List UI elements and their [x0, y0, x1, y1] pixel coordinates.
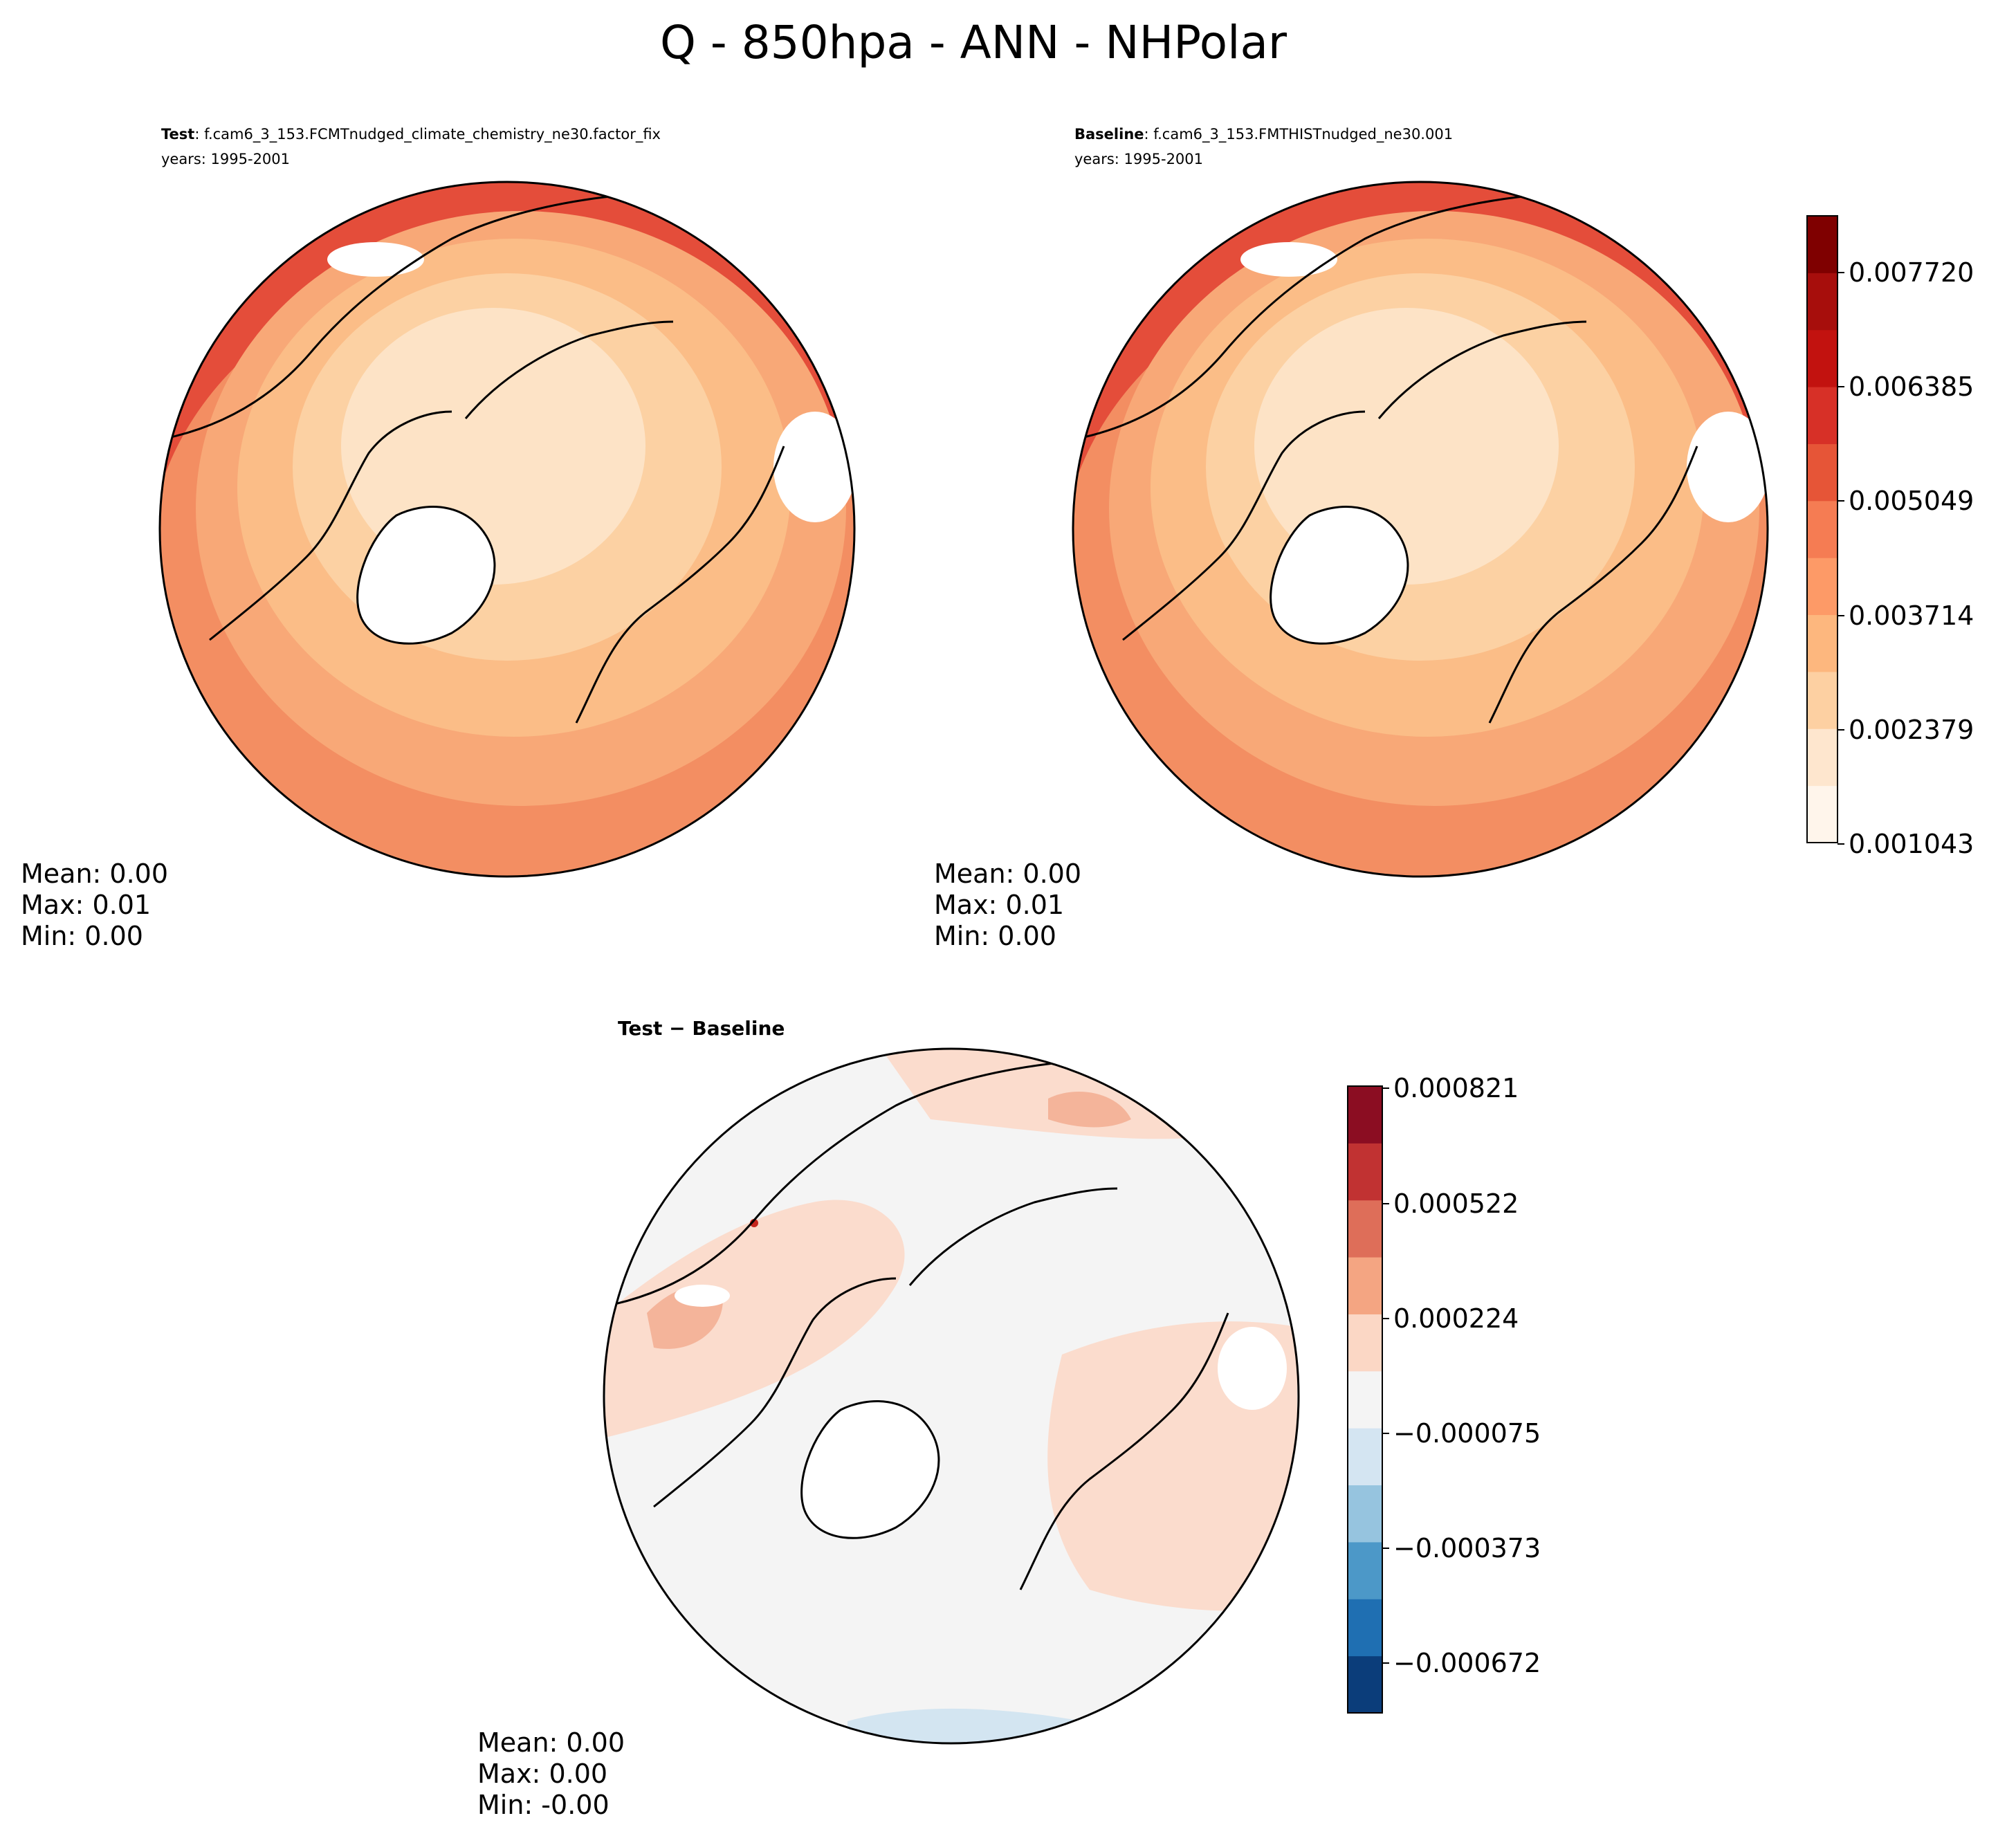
test-min: Min: 0.00 — [21, 921, 143, 951]
coastline-arctic — [908, 1187, 1118, 1286]
baseline-map — [1073, 182, 1768, 876]
coastline-north-america — [209, 410, 452, 641]
test-mean: Mean: 0.00 — [21, 859, 168, 889]
colorbar-tick-label: 0.000224 — [1393, 1303, 1519, 1334]
baseline-label-rest: : f.cam6_3_153.FMTHISTnudged_ne30.001 — [1144, 126, 1454, 143]
test-years: years: 1995-2001 — [161, 151, 290, 167]
colorbar-block — [1348, 1599, 1382, 1657]
colorbar-block — [1807, 329, 1838, 387]
diff-level-peak — [750, 1219, 758, 1227]
diff-level-negative — [847, 1708, 1117, 1743]
colorbar-tick-label: 0.000821 — [1393, 1073, 1519, 1103]
missing-data-patch — [327, 242, 424, 277]
colorbar-tick-label: 0.006385 — [1849, 371, 1974, 402]
colorbar-tick-label: −0.000373 — [1393, 1533, 1541, 1563]
colorbar-block — [1807, 443, 1838, 502]
diff-map — [604, 1049, 1299, 1743]
colorbar-tick-label: 0.001043 — [1849, 829, 1974, 859]
colorbar-tick-label: 0.007720 — [1849, 257, 1974, 288]
coastline-arctic — [1377, 320, 1587, 419]
baseline-label: Baseline: f.cam6_3_153.FMTHISTnudged_ne3… — [1074, 126, 1453, 143]
test-label-bold: Test — [161, 126, 194, 143]
coastline-north-america — [1122, 410, 1366, 641]
colorbar-block — [1807, 614, 1838, 672]
colorbar-main-frame — [1806, 215, 1838, 843]
diff-level-strong-positive — [1048, 1092, 1131, 1128]
test-map-boundary — [158, 181, 856, 878]
colorbar-block — [1348, 1257, 1382, 1314]
baseline-map-boundary — [1072, 181, 1769, 878]
colorbar-tick-label: −0.000075 — [1393, 1418, 1541, 1449]
colorbar-block — [1807, 785, 1838, 843]
diff-max: Max: 0.00 — [477, 1759, 607, 1789]
missing-data-patch — [1687, 412, 1768, 522]
coastline-europe — [575, 446, 785, 724]
colorbar-block — [1807, 558, 1838, 616]
missing-data-patch — [675, 1285, 730, 1307]
baseline-max: Max: 0.01 — [934, 890, 1064, 920]
colorbar-main: 0.007720 0.006385 0.005049 0.003714 0.002379… — [1806, 215, 1974, 859]
colorbar-tick-label: 0.000522 — [1393, 1188, 1519, 1219]
diff-panel: Test − Baseline Mean: 0.00 — [477, 1017, 1300, 1820]
missing-data-patch — [773, 412, 854, 522]
greenland-icon — [1270, 506, 1409, 645]
colorbar-block — [1807, 671, 1838, 729]
colorbar-block — [1807, 387, 1838, 444]
diff-map-boundary — [603, 1047, 1300, 1745]
colorbar-block — [1348, 1143, 1382, 1201]
missing-data-patch — [1240, 242, 1337, 277]
test-panel: Test: f.cam6_3_153.FCMTnudged_climate_ch… — [21, 126, 856, 951]
colorbar-block — [1807, 216, 1838, 273]
baseline-label-bold: Baseline — [1074, 126, 1144, 143]
colorbar-block — [1348, 1428, 1382, 1486]
coastline-europe — [1019, 1312, 1229, 1590]
colorbar-tick-label: 0.002379 — [1849, 715, 1974, 745]
diff-min: Min: -0.00 — [477, 1790, 610, 1820]
colorbar-diff: 0.000821 0.000522 0.000224 −0.000075 −0.0003… — [1347, 1073, 1541, 1714]
test-map — [160, 182, 854, 876]
colorbar-block — [1348, 1541, 1382, 1599]
diff-label: Test − Baseline — [618, 1017, 785, 1040]
diff-mean: Mean: 0.00 — [477, 1727, 625, 1758]
diff-level-positive — [605, 1200, 905, 1438]
colorbar-tick-label: 0.005049 — [1849, 486, 1974, 516]
colorbar-block — [1348, 1086, 1382, 1144]
coastline-north-america — [653, 1277, 897, 1508]
baseline-mean: Mean: 0.00 — [934, 859, 1081, 889]
baseline-min: Min: 0.00 — [934, 921, 1056, 951]
greenland-icon — [800, 1400, 940, 1539]
colorbar-block — [1348, 1485, 1382, 1543]
greenland-icon — [356, 506, 496, 645]
colorbar-block — [1807, 728, 1838, 787]
colorbar-block — [1348, 1200, 1382, 1258]
colorbar-block — [1348, 1314, 1382, 1372]
test-label: Test: f.cam6_3_153.FCMTnudged_climate_ch… — [161, 126, 661, 143]
colorbar-tick-label: 0.003714 — [1849, 600, 1974, 631]
coastline-europe — [1488, 446, 1698, 724]
missing-data-patch — [1218, 1327, 1287, 1410]
diff-level-positive — [882, 1049, 1228, 1139]
coastline-arctic — [464, 320, 674, 419]
colorbar-block — [1348, 1370, 1382, 1429]
colorbar-diff-frame — [1347, 1085, 1383, 1714]
colorbar-block — [1807, 500, 1838, 558]
baseline-panel: Baseline: f.cam6_3_153.FMTHISTnudged_ne3… — [934, 126, 1769, 951]
test-label-rest: : f.cam6_3_153.FCMTnudged_climate_chemis… — [194, 126, 661, 143]
colorbar-block — [1807, 273, 1838, 331]
test-max: Max: 0.01 — [21, 890, 151, 920]
colorbar-block — [1348, 1655, 1382, 1714]
colorbar-tick-label: −0.000672 — [1393, 1648, 1541, 1678]
figure-title: Q - 850hpa - ANN - NHPolar — [660, 16, 1288, 69]
baseline-years: years: 1995-2001 — [1074, 151, 1203, 167]
